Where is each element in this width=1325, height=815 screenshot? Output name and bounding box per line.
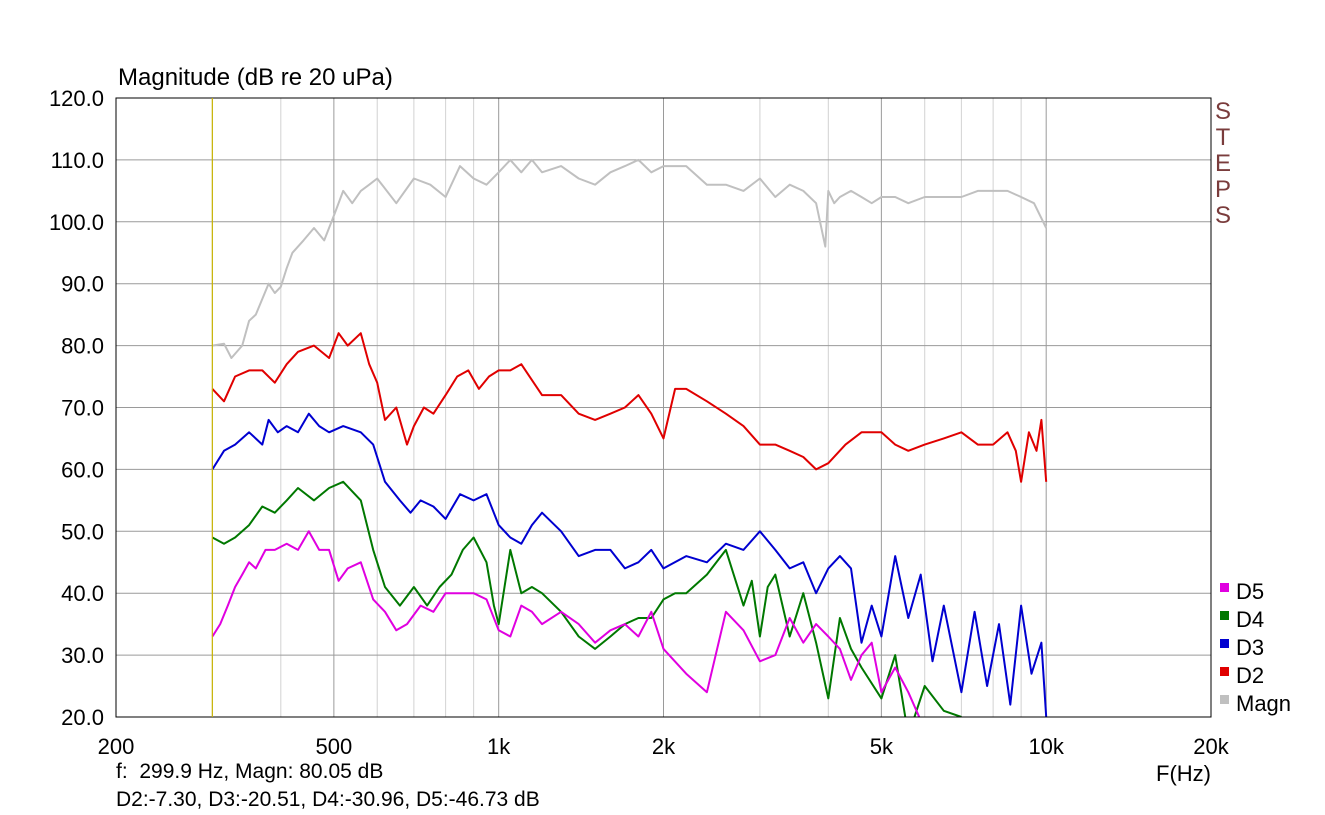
x-tick-label: 500 — [316, 734, 353, 759]
cursor-readout-line1: f: 299.9 Hz, Magn: 80.05 dB — [116, 760, 384, 783]
x-tick-label: 5k — [870, 734, 894, 759]
grid — [115, 97, 1212, 718]
steps-letter: P — [1215, 176, 1231, 203]
y-axis-ticks: 20.0 30.0 40.0 50.0 60.0 70.0 80.0 90.0 100.0 110… — [49, 86, 104, 730]
legend-swatch-d5 — [1220, 583, 1229, 592]
steps-letter: S — [1215, 202, 1231, 229]
x-axis-label: F(Hz) — [1156, 761, 1211, 786]
x-tick-label: 2k — [652, 734, 676, 759]
x-tick-label: 200 — [98, 734, 135, 759]
y-tick-label: 70.0 — [61, 396, 104, 421]
y-tick-label: 100.0 — [49, 210, 104, 235]
y-tick-label: 110.0 — [51, 148, 104, 173]
legend-label-d4: D4 — [1236, 607, 1264, 632]
y-tick-label: 30.0 — [61, 643, 104, 668]
legend: D5 D4 D3 D2 Magn — [1220, 579, 1291, 716]
series-line-d2 — [211, 332, 1048, 483]
series-line-d5 — [211, 530, 921, 717]
steps-letter: E — [1215, 150, 1231, 177]
steps-letter: S — [1215, 98, 1231, 125]
legend-label-d3: D3 — [1236, 635, 1264, 660]
legend-swatch-d2 — [1220, 667, 1229, 676]
y-tick-label: 50.0 — [61, 519, 104, 544]
series-layer — [211, 158, 1048, 717]
x-tick-label: 10k — [1028, 734, 1064, 759]
y-tick-label: 90.0 — [61, 272, 104, 297]
steps-letter: T — [1216, 124, 1231, 151]
chart-title: Magnitude (dB re 20 uPa) — [118, 64, 393, 91]
y-tick-label: 40.0 — [61, 581, 104, 606]
y-tick-label: 80.0 — [61, 334, 104, 359]
y-tick-label: 20.0 — [61, 705, 104, 730]
legend-label-d2: D2 — [1236, 663, 1264, 688]
cursor-readout-line2: D2:-7.30, D3:-20.51, D4:-30.96, D5:-46.7… — [116, 788, 540, 811]
legend-swatch-d4 — [1220, 611, 1229, 620]
legend-label-d5: D5 — [1236, 579, 1264, 604]
x-tick-label: 1k — [487, 734, 511, 759]
legend-label-magn: Magn — [1236, 691, 1291, 716]
plot-frame — [115, 97, 1212, 718]
series-line-d4 — [211, 480, 962, 717]
y-tick-label: 60.0 — [61, 457, 104, 482]
series-line-magn — [212, 158, 1048, 359]
x-tick-label: 20k — [1193, 734, 1229, 759]
series-line-d3 — [211, 412, 1048, 717]
y-tick-label: 120.0 — [49, 86, 104, 111]
x-axis-ticks: 200 500 1k 2k 5k 10k 20k — [98, 734, 1230, 759]
legend-swatch-d3 — [1220, 639, 1229, 648]
legend-swatch-magn — [1220, 695, 1229, 704]
